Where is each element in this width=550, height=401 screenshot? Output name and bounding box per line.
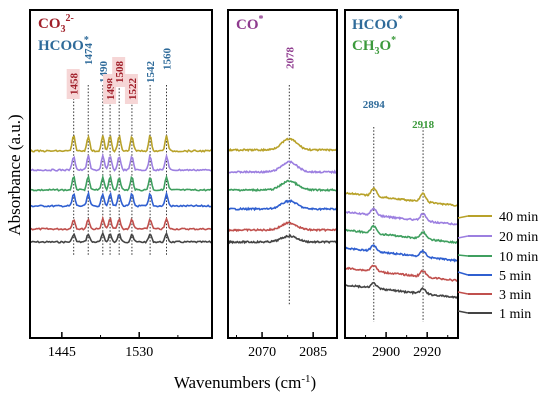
peak-label-1474: 1474	[83, 43, 95, 66]
series-line-ch-stretch-0	[344, 281, 459, 300]
species-label-ch-stretch-0: HCOO*	[352, 14, 403, 33]
peak-label-1458: 1458	[69, 73, 81, 96]
series-line-co-3	[227, 179, 338, 193]
series-line-co-1	[227, 221, 338, 233]
peak-label-box-1508	[112, 57, 126, 87]
y-axis-label: Absorbance (a.u.)	[5, 114, 24, 235]
legend-label-0: 40 min	[499, 210, 538, 225]
peak-label-box-1522	[124, 74, 138, 104]
series-line-carbonate-formate-3	[29, 174, 213, 192]
legend-label-4: 3 min	[499, 288, 531, 303]
x-tick-label-2900: 2900	[372, 345, 400, 360]
peak-label-2918: 2918	[412, 119, 435, 131]
peak-label-box-1458	[66, 69, 80, 99]
series-line-carbonate-formate-1	[29, 215, 212, 231]
legend-label-3: 5 min	[499, 269, 531, 284]
species-label-carbonate-formate-0: CO32-	[38, 13, 74, 35]
legend-label-1: 20 min	[499, 230, 538, 245]
series-line-ch-stretch-2	[344, 244, 459, 263]
panel-frame-carbonate-formate	[29, 9, 213, 339]
legend-connector-4	[457, 235, 469, 239]
series-line-carbonate-formate-0	[29, 231, 213, 244]
series-line-co-0	[227, 234, 338, 245]
legend-connector-3	[457, 254, 469, 257]
panel-frame-ch-stretch	[344, 9, 459, 339]
legend-label-5: 1 min	[499, 307, 531, 322]
peak-label-2078: 2078	[284, 47, 296, 70]
x-axis-label: Wavenumbers (cm-1)	[174, 373, 316, 392]
series-line-ch-stretch-3	[344, 224, 459, 245]
series-line-ch-stretch-4	[344, 207, 459, 226]
x-tick-label-2070: 2070	[248, 345, 276, 360]
x-tick-label-2085: 2085	[299, 345, 327, 360]
peak-label-2894: 2894	[363, 99, 386, 111]
legend-label-2: 10 min	[499, 250, 538, 265]
series-line-co-2	[227, 198, 338, 212]
x-tick-label-1530: 1530	[125, 345, 153, 360]
x-tick-label-1445: 1445	[48, 345, 76, 360]
series-line-carbonate-formate-4	[30, 152, 213, 172]
species-label-carbonate-formate-1: HCOO*	[38, 35, 89, 54]
legend-connector-1	[457, 291, 469, 295]
species-label-co-0: CO*	[236, 14, 264, 33]
peak-label-1542: 1542	[145, 61, 157, 84]
series-line-ch-stretch-5	[345, 186, 459, 207]
series-line-co-5	[227, 137, 338, 153]
series-line-co-4	[227, 160, 338, 175]
peak-label-1522: 1522	[127, 78, 139, 101]
x-tick-label-2920: 2920	[413, 345, 441, 360]
series-line-carbonate-formate-2	[29, 190, 213, 208]
legend-connector-2	[457, 271, 469, 276]
series-line-carbonate-formate-5	[29, 134, 213, 153]
series-line-ch-stretch-1	[344, 264, 459, 282]
legend-connector-0	[457, 310, 469, 314]
peak-label-1560: 1560	[162, 48, 174, 71]
panel-frame-co	[227, 9, 338, 339]
legend-connector-5	[457, 215, 469, 219]
species-label-ch-stretch-1: CH3O*	[352, 35, 396, 57]
peak-label-1508: 1508	[114, 60, 126, 83]
